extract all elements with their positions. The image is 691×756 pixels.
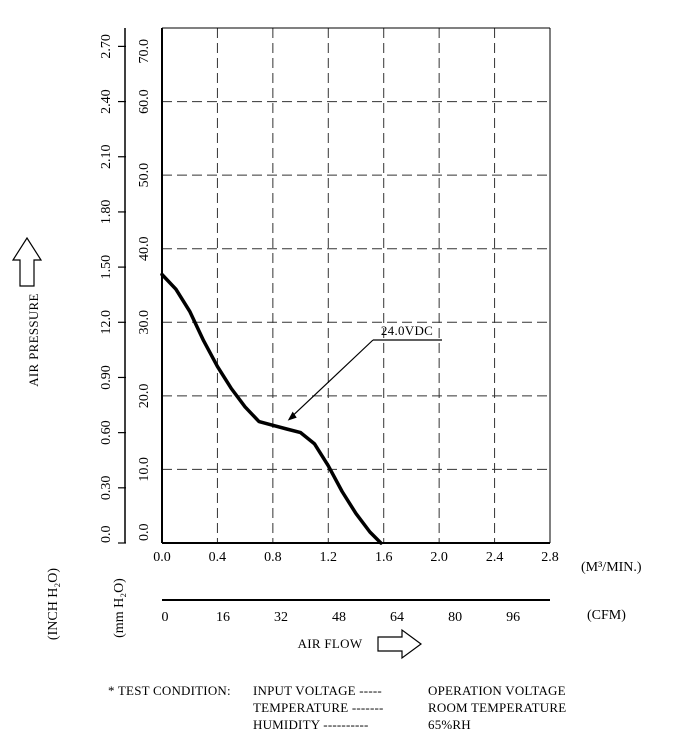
test-condition-prefix: * TEST CONDITION: [108, 683, 231, 698]
x-tick-label: 2.8 [541, 550, 559, 565]
x-tick-label: 1.6 [375, 550, 393, 565]
condition-temperature: TEMPERATURE ------- [253, 700, 384, 715]
inch-tick-label: 2.40 [99, 89, 114, 114]
y-tick-label: 60.0 [137, 89, 152, 114]
y-unit-primary: (mm H₂O) [112, 578, 127, 638]
x-axis-title: AIR FLOW [298, 636, 363, 651]
cfm-tick-label: 48 [332, 610, 346, 625]
cfm-tick-label: 16 [216, 610, 230, 625]
condition-humidity-value: 65%RH [428, 717, 471, 732]
series-label-24vdc: 24.0VDC [381, 323, 433, 338]
y-tick-label: 30.0 [137, 310, 152, 335]
cfm-tick-label: 96 [506, 610, 520, 625]
x-tick-label: 0.4 [209, 550, 227, 565]
cfm-tick-label: 80 [448, 610, 462, 625]
x-tick-label: 2.0 [430, 550, 448, 565]
condition-humidity: HUMIDITY ---------- [253, 717, 369, 732]
inch-tick-label: 12.0 [99, 310, 114, 335]
y-tick-label: 0.0 [137, 524, 152, 542]
curve-24vdc [160, 272, 383, 545]
y-unit-secondary: (INCH H₂O) [46, 568, 61, 640]
up-arrow-icon [11, 236, 43, 287]
x-tick-label: 2.4 [486, 550, 504, 565]
test-condition-note: * TEST CONDITION: INPUT VOLTAGE ----- OP… [108, 682, 566, 733]
annotation-leader [289, 339, 374, 420]
x-tick-label: 1.2 [320, 550, 338, 565]
condition-input-voltage-value: OPERATION VOLTAGE [428, 683, 566, 698]
inch-tick-label: 2.10 [99, 145, 114, 170]
inch-tick-label: 0.0 [99, 526, 114, 544]
y-tick-label: 50.0 [137, 163, 152, 188]
annotation-arrowhead [287, 411, 297, 421]
cfm-tick-label: 0 [162, 610, 169, 625]
y-tick-label: 40.0 [137, 236, 152, 261]
condition-input-voltage: INPUT VOLTAGE ----- [253, 683, 382, 698]
inch-tick-label: 0.60 [99, 420, 114, 445]
cfm-tick-label: 32 [274, 610, 288, 625]
y-tick-label: 10.0 [137, 457, 152, 482]
condition-temperature-value: ROOM TEMPERATURE [428, 700, 567, 715]
y-axis-title: AIR PRESSURE [26, 293, 41, 387]
inch-tick-label: 0.30 [99, 476, 114, 501]
right-arrow-icon [377, 628, 423, 660]
x-tick-label: 0.0 [153, 550, 171, 565]
inch-tick-label: 0.90 [99, 365, 114, 390]
y-tick-label: 70.0 [137, 39, 152, 64]
cfm-tick-label: 64 [390, 610, 404, 625]
x-unit-secondary: (CFM) [587, 608, 626, 623]
inch-tick-label: 1.80 [99, 200, 114, 225]
y-tick-label: 20.0 [137, 384, 152, 409]
inch-tick-label: 1.50 [99, 255, 114, 280]
x-unit-primary: (M³/MIN.) [581, 560, 642, 575]
inch-tick-label: 2.70 [99, 34, 114, 59]
x-tick-label: 0.8 [264, 550, 282, 565]
